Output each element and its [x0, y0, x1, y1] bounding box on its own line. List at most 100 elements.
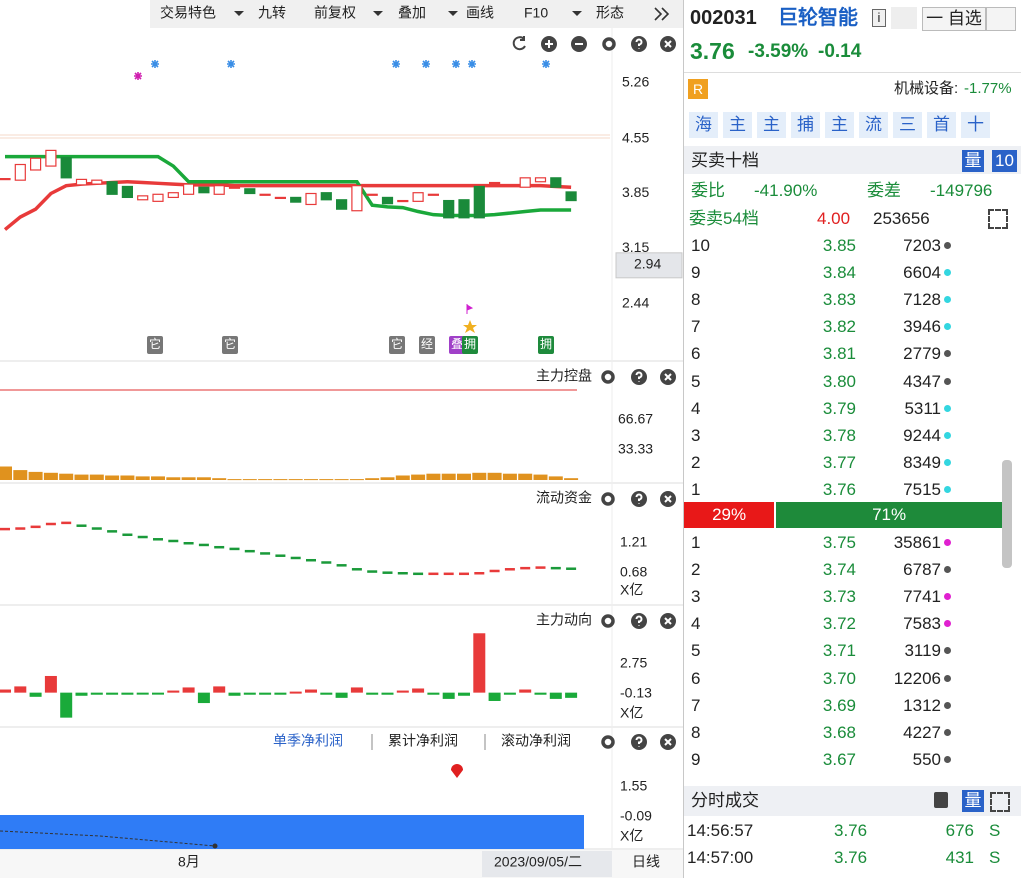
close-icon[interactable]: [660, 369, 676, 385]
control-bar: [411, 474, 426, 480]
close-icon[interactable]: [660, 734, 676, 750]
signal-marker-bg: [147, 336, 163, 354]
help-icon[interactable]: [631, 36, 647, 52]
help-icon[interactable]: [631, 491, 647, 507]
feature-tab[interactable]: 主: [757, 112, 786, 138]
flow-dash: [168, 539, 179, 543]
help-icon[interactable]: [631, 369, 647, 385]
feature-tab[interactable]: 主: [825, 112, 854, 138]
volume-toggle[interactable]: 量: [962, 790, 984, 812]
candle: [228, 186, 241, 189]
candle: [290, 196, 302, 203]
dropdown-arrow: [448, 11, 458, 16]
gear-icon[interactable]: [601, 370, 615, 384]
divider: [684, 72, 1021, 73]
trade-side: S: [989, 821, 1001, 840]
flow-dash: [275, 554, 286, 557]
panel-title: 主力控盘: [536, 368, 592, 384]
rating-badge: R: [688, 79, 708, 99]
control-bar: [28, 471, 43, 480]
feature-tab[interactable]: 主: [723, 112, 752, 138]
toolbar-button[interactable]: 交易特色: [160, 5, 216, 21]
trade-price: 3.76: [834, 821, 868, 840]
candle: [351, 185, 363, 212]
price: 3.82: [822, 317, 856, 337]
scrollbar[interactable]: [1002, 460, 1012, 568]
profit-pin: [451, 764, 463, 778]
feature-tab[interactable]: 首: [927, 112, 956, 138]
info-button[interactable]: i: [872, 9, 886, 27]
direction-bar: [396, 690, 409, 693]
profit-tab[interactable]: 累计净利润: [388, 733, 458, 749]
control-bar: [74, 474, 89, 480]
feature-tab[interactable]: 捕: [791, 112, 820, 138]
profit-tab[interactable]: 滚动净利润: [501, 733, 571, 749]
volume-dot: [944, 674, 951, 682]
direction-bar: [320, 692, 333, 695]
volume-dot: [944, 296, 951, 304]
control-bar: [334, 479, 349, 481]
feature-tab[interactable]: 流: [859, 112, 888, 138]
volume-dot: [944, 755, 951, 763]
signal-marker: 它: [391, 336, 403, 351]
plus-icon[interactable]: [541, 36, 557, 52]
y-tick-label: 66.67: [618, 411, 653, 427]
watchlist-dropdown[interactable]: [986, 7, 1016, 31]
candle: [504, 184, 516, 187]
direction-bar: [60, 692, 73, 718]
volume-toggle[interactable]: 量: [962, 150, 984, 172]
tabs-more[interactable]: [995, 112, 1017, 138]
feature-tab[interactable]: 三: [893, 112, 922, 138]
volume-dot: [944, 485, 951, 493]
control-bar: [273, 479, 288, 481]
diff-value: -149796: [930, 181, 993, 200]
control-bar: [518, 473, 533, 480]
toolbar-button[interactable]: 九转: [258, 5, 286, 21]
feature-tab[interactable]: 海: [689, 112, 718, 138]
toolbar-button[interactable]: 画线: [466, 5, 494, 21]
signal-marker: 拥: [540, 337, 552, 351]
expand-button[interactable]: [988, 209, 1008, 229]
signal-star: [227, 60, 235, 68]
profit-tab[interactable]: 单季净利润: [273, 733, 343, 749]
close-icon[interactable]: [660, 613, 676, 629]
gear-icon[interactable]: [601, 614, 615, 628]
signal-marker: 它: [149, 336, 161, 351]
volume: 1312: [903, 695, 941, 715]
depth-toggle[interactable]: 10: [992, 150, 1017, 172]
y-tick-label: 1.21: [620, 534, 647, 550]
toolbar-button[interactable]: 叠加: [398, 5, 426, 21]
help-icon[interactable]: [631, 734, 647, 750]
watchlist-button[interactable]: 一 自选: [922, 7, 986, 31]
toolbar-button[interactable]: F10: [524, 5, 548, 21]
flow-dash: [367, 570, 378, 573]
toolbar-button[interactable]: 前复权: [314, 5, 356, 21]
signal-star: [452, 60, 460, 68]
gear-icon[interactable]: [601, 735, 615, 749]
close-icon[interactable]: [660, 36, 676, 52]
candle: [412, 192, 424, 202]
toolbar-button[interactable]: 形态: [596, 5, 624, 21]
feature-tab[interactable]: 十: [961, 112, 990, 138]
buy-ratio-bar: 29%: [684, 502, 775, 528]
direction-bar: [488, 692, 501, 701]
alert-button[interactable]: [891, 7, 917, 29]
gear-icon[interactable]: [601, 492, 615, 506]
lock-button[interactable]: [934, 792, 948, 808]
flow-dash: [61, 521, 72, 525]
candle: [336, 199, 348, 210]
candle: [519, 177, 531, 188]
more-arrow[interactable]: [654, 7, 670, 21]
expand-button[interactable]: [990, 792, 1010, 812]
level: 10: [691, 236, 710, 255]
help-icon[interactable]: [631, 613, 647, 629]
kline-chart: 交易特色 九转 前复权 叠加 画线 F10 形态 5.26 4.55 3.85 3.15 2.44 2.…: [0, 0, 683, 878]
candle: [14, 163, 26, 181]
gear-icon[interactable]: [602, 37, 616, 51]
period-button[interactable]: 日线: [632, 854, 660, 870]
minus-icon[interactable]: [571, 36, 587, 52]
level: 3: [691, 425, 701, 445]
candle: [198, 186, 210, 194]
price: 3.83: [822, 290, 856, 310]
close-icon[interactable]: [660, 491, 676, 507]
